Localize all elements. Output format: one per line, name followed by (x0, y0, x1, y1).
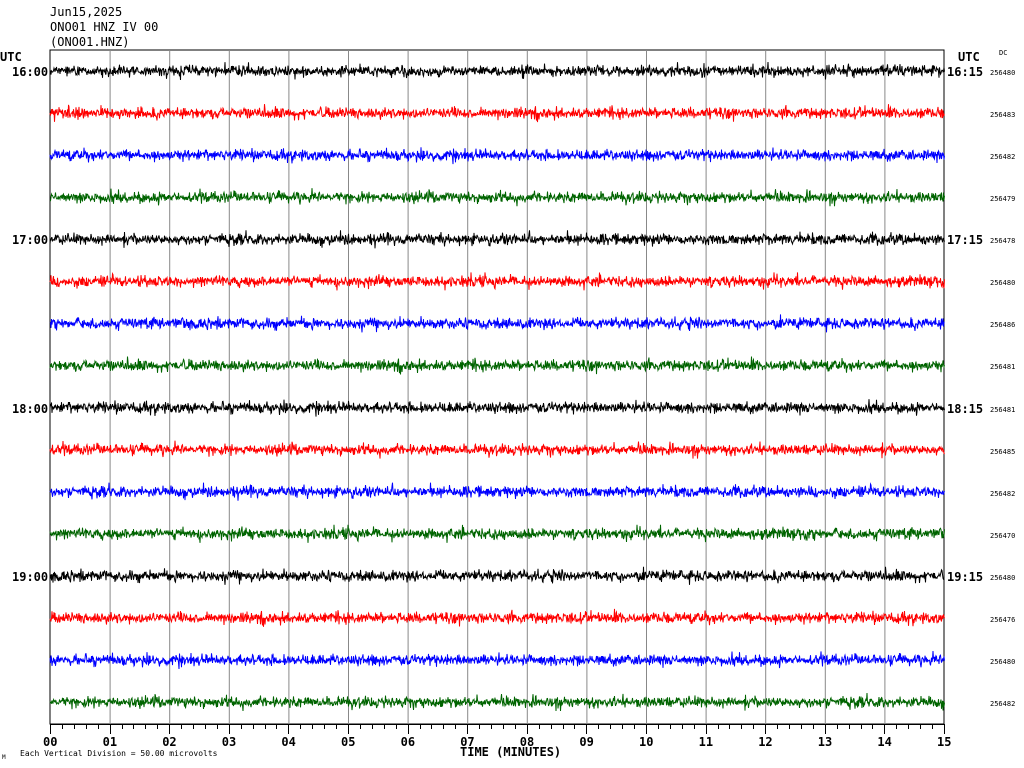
dc-offset-label: 256482 (990, 153, 1016, 162)
right-utc-title: UTC (958, 50, 980, 64)
dc-offset-label: 256486 (990, 321, 1016, 330)
dc-offset-label: 256485 (990, 447, 1016, 456)
dc-offset-label: 256483 (990, 111, 1016, 120)
seismic-trace (49, 608, 945, 627)
seismic-trace (49, 61, 945, 81)
dc-offset-label: 256476 (990, 615, 1016, 624)
seismic-trace (49, 356, 945, 375)
seismic-trace (49, 230, 945, 249)
footer-mark: M (2, 754, 6, 761)
seismic-trace (49, 188, 945, 207)
seismic-trace (49, 524, 945, 543)
trace-layer (49, 61, 945, 712)
x-tick-label: 13 (817, 735, 833, 749)
x-tick-label: 11 (698, 735, 714, 749)
x-tick-label: 00 (43, 735, 58, 749)
right-hour-label: 16:15 (947, 65, 984, 79)
dc-offset-label: 256481 (990, 363, 1016, 372)
left-hour-label: 16:00 (12, 65, 49, 79)
dc-offset-label: 256479 (990, 195, 1016, 204)
right-hour-label: 17:15 (947, 233, 984, 247)
left-utc-title: UTC (0, 50, 22, 64)
dc-title: DC (999, 49, 1008, 57)
seismic-trace (49, 104, 945, 123)
dc-offset-label: 256480 (990, 279, 1016, 288)
x-tick-label: 09 (579, 735, 594, 749)
dc-offset-label: 256480 (990, 573, 1016, 582)
x-tick-label: 04 (281, 735, 296, 749)
x-tick-label: 01 (102, 735, 118, 749)
x-tick-label: 02 (162, 735, 177, 749)
x-tick-label: 14 (877, 735, 892, 749)
vertical-scale-note: Each Vertical Division = 50.00 microvolt… (20, 749, 218, 758)
x-tick-label: 06 (400, 735, 416, 749)
dc-offset-label: 256470 (990, 531, 1016, 540)
dc-offset-label: 256482 (990, 700, 1016, 709)
seismic-trace (49, 147, 945, 165)
seismic-trace (49, 399, 945, 417)
left-hour-label: 19:00 (12, 570, 49, 584)
time-axis (50, 724, 945, 734)
channel-code: (ONO01.HNZ) (50, 35, 130, 49)
seismic-trace (49, 692, 945, 712)
x-tick-label: 12 (758, 735, 773, 749)
x-tick-label: 08 (519, 735, 535, 749)
right-hour-label: 19:15 (947, 570, 984, 584)
station-code: ONO01 HNZ IV 00 (50, 20, 159, 34)
x-tick-label: 10 (639, 735, 654, 749)
left-hour-label: 18:00 (12, 402, 49, 416)
seismic-trace (49, 271, 945, 291)
seismic-trace (49, 314, 945, 333)
dc-offset-label: 256482 (990, 489, 1016, 498)
seismic-trace (49, 566, 945, 585)
x-axis-title: TIME (MINUTES) (460, 745, 562, 759)
dc-offset-label: 256481 (990, 405, 1016, 414)
seismic-trace (49, 440, 945, 459)
x-tick-label: 03 (221, 735, 237, 749)
minute-grid (49, 49, 945, 725)
plot-date: Jun15,2025 (50, 5, 123, 19)
dc-offset-label: 256478 (990, 237, 1016, 246)
dc-offset-label: 256480 (990, 69, 1016, 77)
seismic-trace (49, 482, 945, 501)
x-tick-label: 15 (937, 735, 952, 749)
x-tick-label: 05 (341, 735, 356, 749)
left-hour-label: 17:00 (12, 233, 49, 247)
x-tick-label: 07 (460, 735, 475, 749)
dc-offset-label: 256480 (990, 657, 1016, 666)
seismic-trace (49, 650, 945, 670)
right-hour-label: 18:15 (947, 402, 984, 416)
